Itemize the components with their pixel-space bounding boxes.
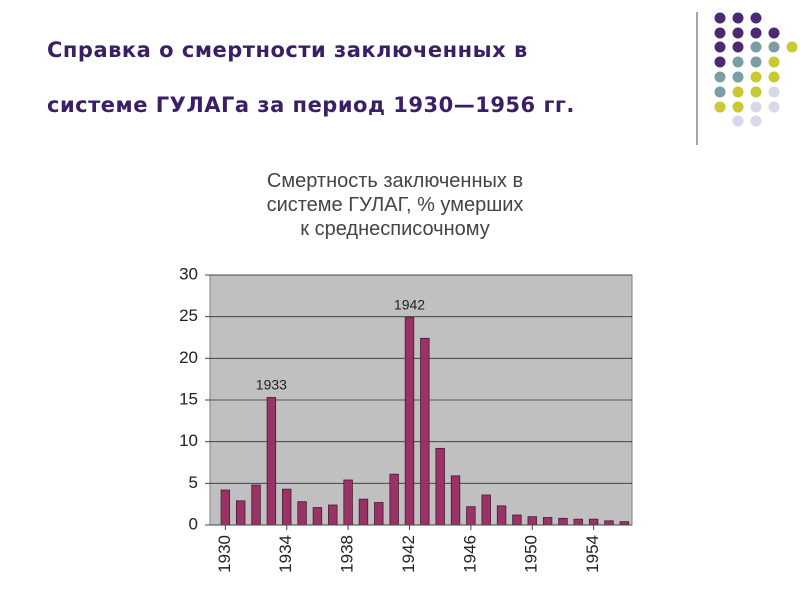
y-tick-label: 25 — [179, 306, 198, 325]
bar — [496, 505, 507, 526]
x-tick-label: 1930 — [215, 535, 234, 573]
bar — [420, 337, 430, 526]
x-tick-label: 1946 — [460, 535, 479, 573]
bar — [481, 494, 491, 526]
bar — [343, 479, 353, 526]
bar — [527, 516, 537, 526]
bar — [235, 500, 246, 526]
chart-title: к среднесписочному — [300, 218, 489, 240]
chart-title: системе ГУЛАГ, % умерших — [267, 194, 524, 216]
bar — [542, 517, 553, 526]
x-tick-label: 1938 — [338, 535, 357, 573]
y-tick-label: 5 — [189, 473, 198, 492]
bar — [251, 484, 261, 526]
bar — [312, 507, 323, 526]
bar — [266, 397, 277, 526]
bar — [558, 517, 568, 526]
bar — [297, 501, 307, 526]
y-tick-label: 20 — [179, 348, 198, 367]
bar — [588, 518, 599, 526]
bar — [328, 504, 338, 526]
bar — [358, 498, 369, 526]
bar — [604, 520, 614, 526]
bar — [282, 488, 292, 526]
bar — [389, 473, 399, 526]
bar — [512, 514, 522, 526]
annotation: 1942 — [394, 297, 425, 313]
x-tick-label: 1954 — [583, 535, 602, 573]
bar — [220, 489, 231, 526]
annotation: 1933 — [256, 377, 287, 393]
y-tick-label: 10 — [179, 431, 198, 450]
x-tick-label: 1950 — [522, 535, 541, 573]
bar — [435, 447, 445, 526]
decor-dots — [714, 12, 798, 127]
y-tick-label: 0 — [189, 514, 198, 533]
y-tick-label: 30 — [179, 264, 198, 283]
x-tick-label: 1934 — [276, 535, 295, 573]
x-tick-label: 1942 — [399, 535, 418, 573]
y-tick-label: 15 — [179, 389, 198, 408]
slide-title: Справка о смертности заключенных в — [47, 38, 528, 62]
bar — [466, 506, 476, 526]
bar — [404, 317, 415, 526]
slide-title: системе ГУЛАГа за период 1930—1956 гг. — [47, 93, 575, 117]
bar — [374, 502, 384, 526]
bar — [450, 475, 461, 526]
chart-title: Смертность заключенных в — [267, 170, 523, 192]
bar — [573, 518, 583, 526]
